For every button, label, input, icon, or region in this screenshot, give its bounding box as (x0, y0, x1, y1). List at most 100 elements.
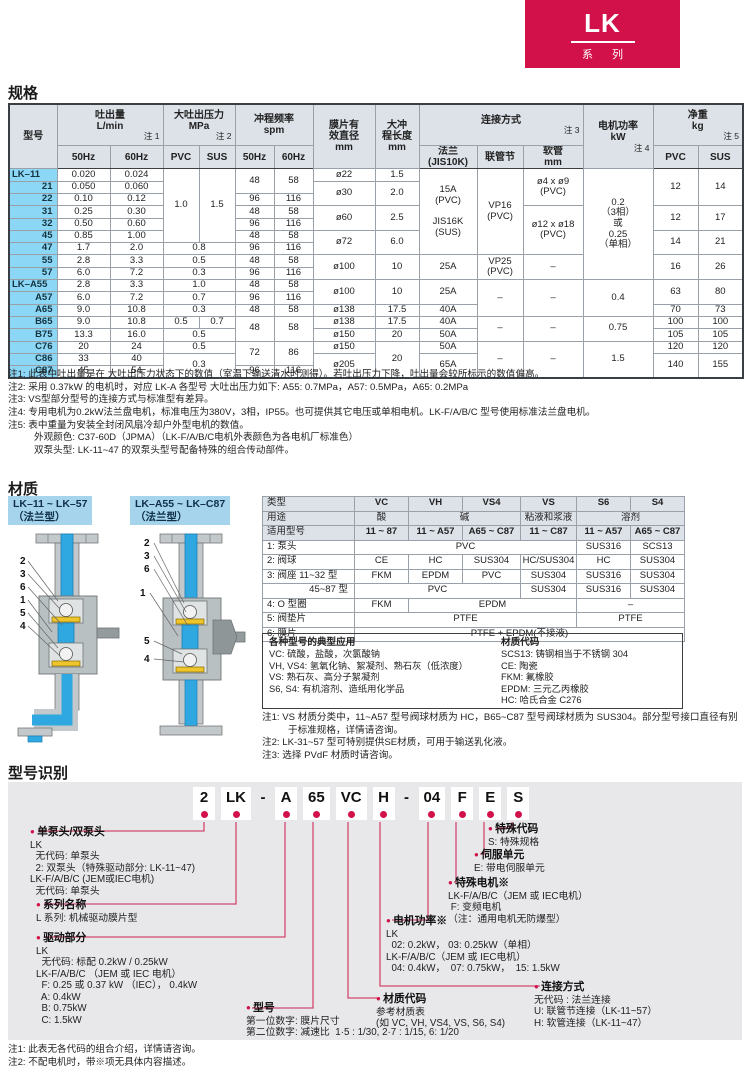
table-cell: 0.2 （3相） 或 0.25 （单相） (582, 168, 654, 281)
table-cell: 0.5 (162, 328, 236, 342)
table-cell: 17 (697, 205, 744, 231)
text-line: （法兰型） (135, 510, 188, 523)
table-cell: SUS (198, 144, 236, 170)
block-title: 连接方式 (534, 981, 657, 994)
table-cell: HC/SUS304 (520, 554, 577, 570)
model-cell: 21 (8, 180, 58, 194)
diagram-label: LK–11 ~ LK–57 （法兰型） (8, 496, 93, 526)
table-cell: 大冲 程长度 mm (374, 103, 420, 170)
text-line: EPDM: 三元乙丙橡胶 (501, 683, 589, 694)
block-title: 单泵头/双泵头 (30, 826, 195, 839)
table-cell: 0.5 (162, 254, 236, 268)
table-cell: 连接方式注 3 (418, 103, 584, 146)
table-cell: ø100 (312, 279, 376, 305)
table-cell: 2.0 (374, 180, 420, 207)
text-line: LK–A55 ~ LK–C87 (135, 498, 226, 510)
model-cell: A57 (8, 291, 58, 305)
text-line: H (372, 787, 395, 820)
table-cell: 3: 阀座 11~32 型 (262, 568, 355, 584)
text-line: （注：通用电机无防爆型） (448, 913, 566, 925)
table-cell: 54 (109, 365, 164, 379)
text-line: F: 0.25 或 0.37 kW （IEC）， 0.4kW (36, 980, 198, 992)
text-line: 2 (144, 538, 150, 549)
text-line: H: 软管连接（LK-11~47） (534, 1017, 648, 1029)
table-cell: CE (354, 554, 409, 570)
table-cell: 2.5 (374, 205, 420, 231)
table-cell: – (522, 254, 584, 281)
text-line: LK–11 ~ LK–57 (13, 498, 88, 510)
text-line: LK-F/A/B/C（JEM 或 IEC电机） (448, 890, 588, 902)
table-cell: 116 (273, 365, 314, 379)
table-cell: 9.0 (56, 315, 111, 330)
text-line: 2 (20, 556, 26, 567)
table-cell: 5: 阀垫片 (262, 612, 355, 628)
text-line: L 系列: 机械驱动膜片型 (36, 912, 138, 924)
material-codes-column: 材质代码 SCS13: 铸钢相当于不锈钢 304 CE: 陶瓷 FKM: 氟橡胶 EP… (501, 637, 679, 707)
table-cell: 96 (234, 291, 275, 305)
model-cell: B75 (8, 328, 58, 342)
callout-leader-lines (149, 542, 189, 663)
model-cell: 32 (8, 217, 58, 231)
block-title: 伺服单元 (474, 849, 545, 862)
table-cell: 58 (273, 205, 314, 219)
table-cell: 溶剂 (576, 510, 685, 526)
table-cell: SUS316 (576, 539, 631, 555)
text-line: S (507, 787, 530, 820)
table-cell: 净重 kg 注 5 (652, 103, 744, 146)
divider (570, 41, 635, 43)
table-cell: SUS304 (630, 568, 685, 584)
table-cell: – (476, 315, 524, 342)
text-line: LK-F/A/B/C（JEM 或 IEC电机） (386, 951, 526, 963)
table-cell: 73 (697, 303, 744, 317)
block-material-code: 材质代码 参考材质表(如 VC, VH, VS4, VS, S6, S4) (376, 993, 505, 1030)
text-line: 注1: VS 材质分类中，11~A57 型号阀球材质为 HC，B65~C87 型… (262, 712, 738, 736)
table-cell: ø138 (312, 315, 376, 330)
spec-notes: 注1: 此表中吐出量是在 大吐出压力状态下的数值（室温下输送清水时测得）。若吐出… (8, 369, 742, 458)
text-line: E (479, 787, 502, 820)
table-cell: 105 (697, 328, 744, 342)
table-cell: – (522, 340, 584, 379)
table-cell: 48 (234, 254, 275, 268)
materials-section-title: 材质 (8, 481, 39, 498)
table-cell: 58 (273, 315, 314, 342)
table-cell: 96 (234, 217, 275, 231)
table-cell: A65 ~ C87 (630, 525, 685, 541)
table-cell: 0.7 (198, 315, 236, 330)
text-line: F (451, 787, 474, 820)
text-line: A (275, 787, 297, 820)
table-cell: SUS304 (520, 568, 577, 584)
block-drive-section: 驱动部分 LK 无代码: 标配 0.2kW / 0.25kWLK-F/A/B/C… (36, 932, 197, 1027)
table-cell: 型号 (8, 103, 58, 170)
table-cell: 0.85 (56, 229, 111, 244)
model-code-boxes: 2 LK - A 65 VC H -04 F E S (193, 787, 530, 820)
model-cell: 57 (8, 266, 58, 281)
table-cell: 155 (697, 352, 744, 379)
table-cell: 48 (234, 168, 275, 194)
pump-diagram-drawing (17, 533, 120, 743)
applications-column: 各种型号的典型应用 VC: 硫酸，盐酸，次氯酸钠 VH, VS4: 氢氧化钠、絮凝… (269, 637, 494, 695)
table-cell: 4: O 型圈 (262, 597, 355, 613)
table-cell: 40A (418, 315, 478, 330)
model-cell: C86 (8, 352, 58, 367)
text-line: VS: 熟石灰、高分子絮凝剂 (269, 672, 380, 683)
block-title: 电机功率※ (386, 915, 560, 928)
table-cell: – (522, 315, 584, 342)
table-cell: 60Hz (109, 144, 164, 170)
table-cell: 软管 mm (522, 144, 584, 170)
table-cell: ø60 (312, 205, 376, 231)
text-line: 无代码 : 法兰连接 (534, 994, 611, 1006)
text-line: - (260, 789, 266, 806)
block-special-code: 特殊代码 S: 特殊规格 (488, 823, 539, 848)
text-line: S6, S4: 有机溶剂、造纸用化学品 (269, 683, 405, 694)
text-line: 注3: VS型部分型号的连接方式与标准型有差异。 (8, 394, 214, 406)
table-cell: 6.0 (374, 229, 420, 256)
table-cell: 40 (109, 352, 164, 367)
table-cell: 1.0 (162, 279, 236, 293)
table-cell: 58 (273, 303, 314, 317)
text-line: E: 带电伺服单元 (474, 862, 545, 874)
table-cell: 20 (374, 328, 420, 342)
table-cell: 14 (652, 229, 699, 256)
table-cell: S6 (576, 496, 631, 512)
table-cell: 17.5 (374, 315, 420, 330)
